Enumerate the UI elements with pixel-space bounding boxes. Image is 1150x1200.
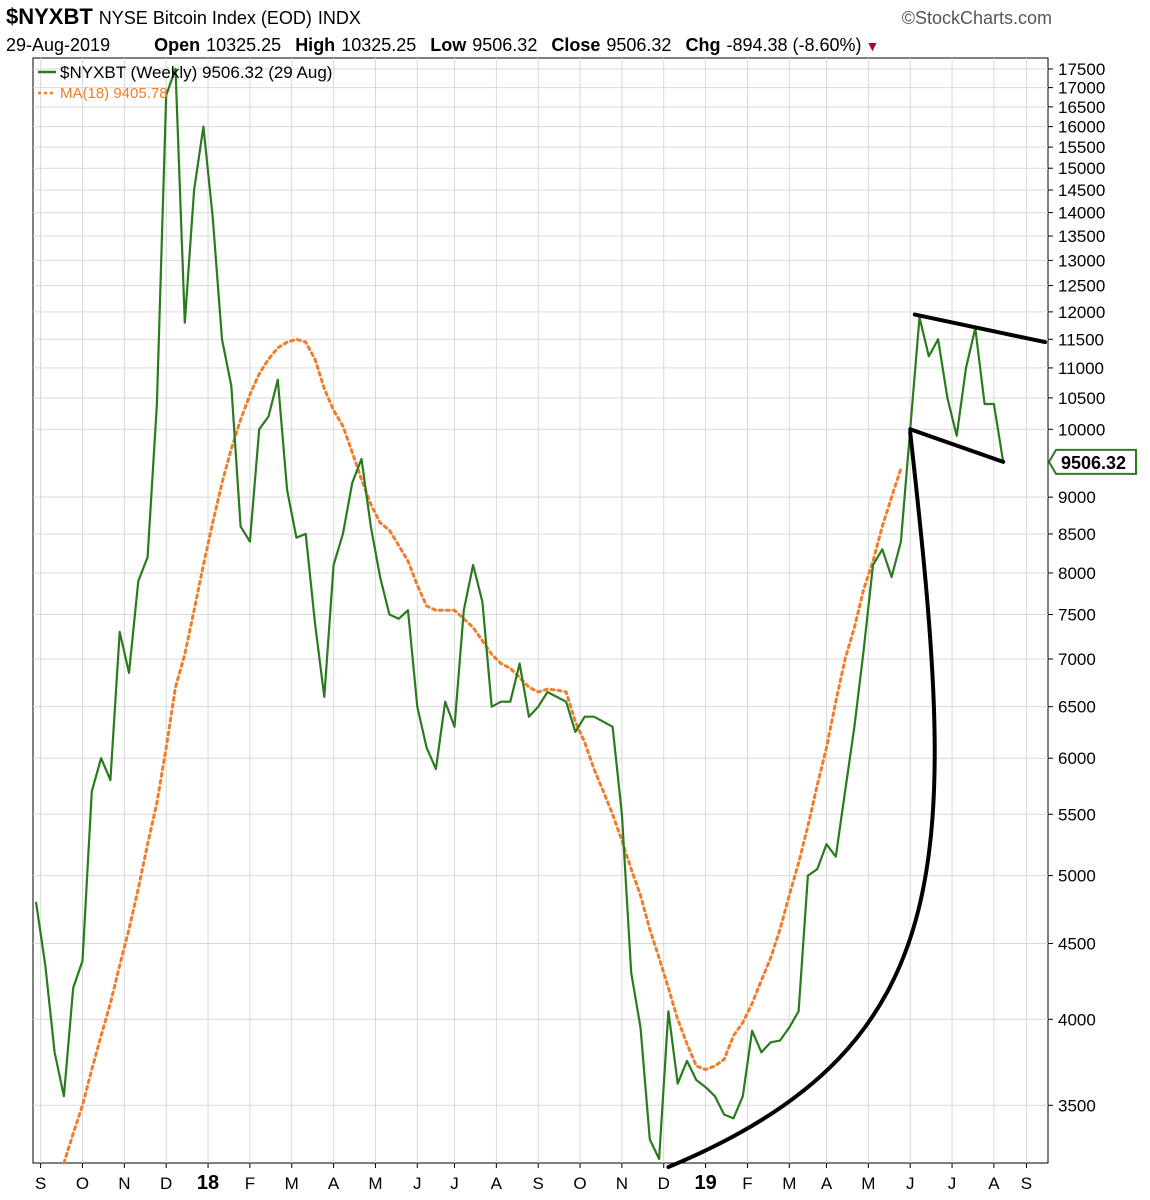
y-tick-label: 12000 bbox=[1058, 303, 1105, 322]
x-tick-label: M bbox=[782, 1174, 796, 1193]
flag-lower-trendline bbox=[908, 427, 1006, 464]
low-label: Low bbox=[430, 35, 467, 55]
y-tick-label: 12500 bbox=[1058, 277, 1105, 296]
open-value: 10325.25 bbox=[206, 35, 282, 55]
gridlines bbox=[33, 58, 1048, 1163]
x-tick-label: J bbox=[413, 1174, 422, 1193]
y-tick-label: 11500 bbox=[1058, 330, 1104, 349]
high-value: 10325.25 bbox=[341, 35, 417, 55]
y-axis: 3500 4000 4500 5000 5500 6000 6500 7000 7500 8000… bbox=[1048, 60, 1105, 1115]
x-tick-label: M bbox=[861, 1174, 875, 1193]
y-tick-label: 15000 bbox=[1058, 159, 1105, 178]
y-tick-label: 3500 bbox=[1058, 1096, 1096, 1115]
brand-watermark[interactable]: ©StockCharts.com bbox=[901, 8, 1052, 28]
series-nyxbt-price bbox=[34, 67, 1005, 1161]
chg-label: Chg bbox=[685, 35, 721, 55]
x-tick-label: D bbox=[658, 1174, 670, 1193]
x-tick-label: O bbox=[76, 1174, 89, 1193]
high-label: High bbox=[295, 35, 336, 55]
down-triangle-icon: ▼ bbox=[865, 38, 880, 54]
y-tick-label: 15500 bbox=[1058, 138, 1105, 157]
x-tick-label: S bbox=[35, 1174, 46, 1193]
y-tick-label: 9000 bbox=[1058, 488, 1096, 507]
y-tick-label: 7000 bbox=[1058, 650, 1096, 669]
x-tick-label: A bbox=[988, 1174, 1000, 1193]
x-tick-label: A bbox=[491, 1174, 503, 1193]
x-tick-label: A bbox=[328, 1174, 340, 1193]
last-value-label: 9506.32 bbox=[1061, 453, 1126, 473]
x-tick-label: F bbox=[742, 1174, 752, 1193]
y-tick-label: 7500 bbox=[1058, 606, 1096, 625]
series-ma18 bbox=[62, 337, 903, 1165]
close-label: Close bbox=[551, 35, 601, 55]
y-tick-label: 6000 bbox=[1058, 749, 1096, 768]
quote-date: 29-Aug-2019 bbox=[6, 35, 111, 55]
legend-price-label: $NYXBT (Weekly) 9506.32 (29 Aug) bbox=[60, 63, 332, 82]
legend-ma-label: MA(18) 9405.78 bbox=[60, 85, 168, 102]
x-tick-label: A bbox=[821, 1174, 833, 1193]
y-tick-label: 10000 bbox=[1058, 420, 1105, 439]
exchange: INDX bbox=[317, 8, 361, 28]
x-tick-label: J bbox=[906, 1174, 915, 1193]
x-tick-label: 18 bbox=[197, 1172, 219, 1194]
x-tick-label: S bbox=[1021, 1174, 1032, 1193]
x-axis: S O N D 18 F M A M J J A S O N D 19 F M A M J J A S bbox=[35, 1163, 1032, 1194]
y-tick-label: 5500 bbox=[1058, 805, 1096, 824]
y-tick-label: 17000 bbox=[1058, 79, 1105, 98]
plot-area bbox=[32, 57, 1049, 1164]
open-label: Open bbox=[154, 35, 201, 55]
y-tick-label: 16500 bbox=[1058, 98, 1105, 117]
y-tick-label: 16000 bbox=[1058, 118, 1105, 137]
x-tick-label: O bbox=[573, 1174, 586, 1193]
y-tick-label: 4000 bbox=[1058, 1010, 1096, 1029]
y-tick-label: 8500 bbox=[1058, 525, 1096, 544]
x-tick-label: 19 bbox=[694, 1172, 716, 1194]
y-tick-label: 6500 bbox=[1058, 698, 1096, 717]
quote-bar: 29-Aug-2019 Open 10325.25 High 10325.25 Low 95… bbox=[6, 35, 879, 56]
y-tick-label: 14000 bbox=[1058, 204, 1105, 223]
low-value: 9506.32 bbox=[472, 35, 538, 55]
cup-curve-trendline bbox=[666, 430, 937, 1170]
x-tick-label: J bbox=[948, 1174, 957, 1193]
y-tick-label: 13000 bbox=[1058, 251, 1105, 270]
y-tick-label: 17500 bbox=[1058, 60, 1105, 79]
x-tick-label: N bbox=[616, 1174, 628, 1193]
y-tick-label: 5000 bbox=[1058, 867, 1096, 886]
x-tick-label: F bbox=[245, 1174, 255, 1193]
last-value-marker: 9506.32 bbox=[1047, 448, 1137, 475]
last-value-tag bbox=[1047, 448, 1137, 475]
x-tick-label: D bbox=[160, 1174, 172, 1193]
chg-value: -894.38 (-8.60%) bbox=[726, 35, 862, 55]
trendlines-layer bbox=[666, 312, 1048, 1170]
y-tick-label: 10500 bbox=[1058, 389, 1105, 408]
flag-upper-trendline bbox=[912, 312, 1048, 345]
x-tick-label: M bbox=[368, 1174, 382, 1193]
chart-header: $NYXBT NYSE Bitcoin Index (EOD) INDX bbox=[6, 4, 361, 30]
legend: $NYXBT (Weekly) 9506.32 (29 Aug) MA(18) … bbox=[38, 63, 332, 102]
x-tick-label: S bbox=[533, 1174, 544, 1193]
x-tick-label: J bbox=[450, 1174, 459, 1193]
y-tick-label: 14500 bbox=[1058, 181, 1105, 200]
x-tick-label: N bbox=[118, 1174, 130, 1193]
series-layer bbox=[34, 67, 1005, 1165]
y-tick-label: 13500 bbox=[1058, 227, 1105, 246]
symbol: $NYXBT bbox=[6, 4, 93, 29]
y-tick-label: 11000 bbox=[1058, 359, 1104, 378]
y-tick-label: 4500 bbox=[1058, 934, 1096, 953]
x-tick-label: M bbox=[285, 1174, 299, 1193]
y-tick-label: 8000 bbox=[1058, 564, 1096, 583]
close-value: 9506.32 bbox=[606, 35, 672, 55]
instrument-name: NYSE Bitcoin Index (EOD) bbox=[98, 8, 312, 28]
